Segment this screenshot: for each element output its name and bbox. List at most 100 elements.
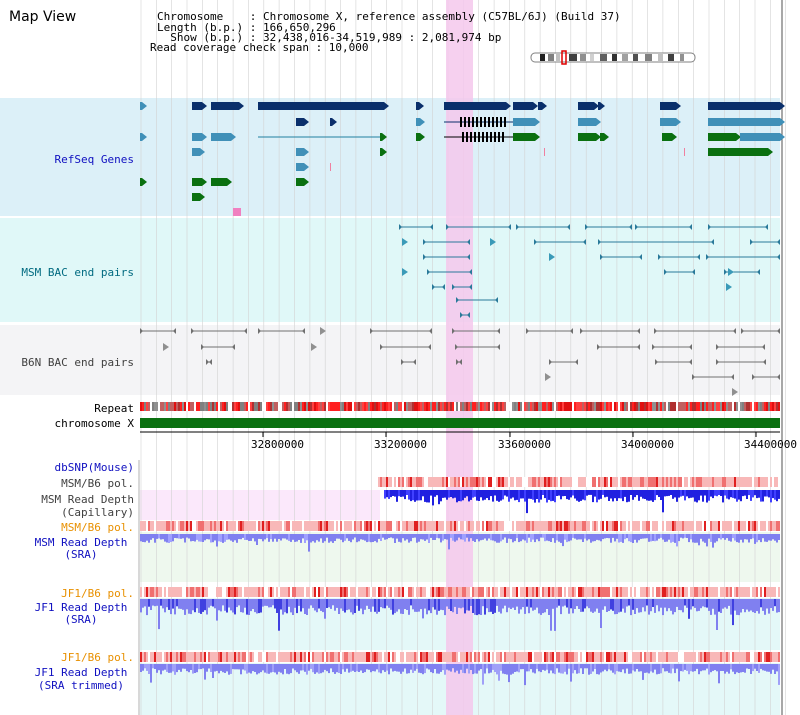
repeat-label[interactable]: Repeat	[94, 402, 134, 415]
msm-b6-pol-cell	[666, 477, 668, 487]
msm-b6-pol-sra-label[interactable]: MSM/B6 pol.	[61, 521, 134, 534]
msm-sra-depth-bar	[480, 534, 482, 541]
msm-sra-depth-bar	[494, 534, 496, 542]
msm-b6-pol-cell	[734, 477, 736, 487]
msm-b6-pol-cell	[488, 477, 490, 487]
msm-sra-depth-bar	[528, 534, 530, 538]
repeat-element	[778, 402, 780, 411]
msm-sra-depth-bar	[262, 534, 264, 542]
jf1-b6-pol-cell	[678, 587, 680, 597]
repeat-element	[658, 402, 660, 411]
jf1-b6-pol-cell	[696, 652, 698, 662]
jf1-b6-pol-cell	[204, 587, 206, 597]
pair-end-marker	[741, 328, 744, 334]
capillary-depth-bar	[640, 490, 642, 497]
msm-b6-pol-cell	[204, 521, 206, 531]
jf1-trimmed-depth-bar	[242, 664, 244, 670]
capillary-depth-bar	[752, 490, 754, 498]
repeat-element	[380, 402, 382, 411]
jf1-read-depth-sra-label[interactable]: JF1 Read Depth	[34, 601, 128, 614]
jf1-sra-depth-bar	[410, 599, 412, 606]
repeat-element	[368, 402, 370, 411]
repeat-element	[154, 402, 156, 411]
jf1-trimmed-depth-bar	[158, 664, 160, 671]
msm-b6-pol-cell	[160, 521, 162, 531]
jf1-b6-pol-cell	[398, 587, 400, 597]
capillary-depth-bar	[530, 490, 532, 499]
msm-sra-depth-bar	[634, 534, 636, 540]
msm-b6-pol-cell	[560, 521, 562, 531]
jf1-read-depth-trimmed-label[interactable]: JF1 Read Depth	[34, 666, 128, 679]
repeat-element	[472, 402, 474, 411]
msm-b6-pol-cell	[490, 477, 492, 487]
gene-mark	[330, 163, 331, 171]
jf1-b6-pol-cell	[728, 652, 730, 662]
msm-b6-pol-cell	[208, 521, 210, 531]
chromosome-label[interactable]: chromosome X	[54, 417, 134, 430]
msm-bac-label[interactable]: MSM BAC end pairs	[21, 266, 134, 279]
jf1-b6-pol-cell	[162, 587, 164, 597]
jf1-b6-pol-cell	[546, 587, 548, 597]
jf1-b6-pol-cell	[250, 587, 252, 597]
pair-end-marker	[637, 344, 640, 350]
repeat-element	[342, 402, 344, 411]
jf1-b6-pol-cell	[638, 587, 640, 597]
pair-end-marker	[442, 284, 445, 290]
msm-b6-pol-cell	[448, 521, 450, 531]
repeat-element	[454, 402, 456, 411]
jf1-b6-pol-cell	[312, 652, 314, 662]
msm-b6-pol-cell	[706, 521, 708, 531]
jf1-sra-depth-bar	[560, 599, 562, 615]
msm-b6-pol-cell	[722, 521, 724, 531]
b6n-bac-label[interactable]: B6N BAC end pairs	[21, 356, 134, 369]
pair-end-marker	[549, 359, 552, 365]
msm-sra-depth-bar	[478, 534, 480, 542]
jf1-b6-pol-trimmed-label[interactable]: JF1/B6 pol.	[61, 651, 134, 664]
msm-b6-pol-cell	[634, 521, 636, 531]
jf1-trimmed-depth-bar	[606, 664, 608, 672]
jf1-sra-depth-bar	[734, 599, 736, 611]
jf1-trimmed-depth-bar	[398, 664, 400, 672]
repeat-element	[722, 402, 724, 411]
jf1-b6-pol-cell	[446, 587, 448, 597]
msm-sra-depth-bar	[162, 534, 164, 540]
msm-b6-pol-capillary-label[interactable]: MSM/B6 pol.	[61, 477, 134, 490]
capillary-depth-bar	[506, 490, 508, 497]
msm-b6-pol-cell	[470, 477, 472, 487]
jf1-trimmed-depth-bar	[370, 664, 372, 673]
jf1-trimmed-depth-bar	[658, 664, 660, 674]
jf1-b6-pol-cell	[456, 652, 458, 662]
msm-sra-depth-bar	[222, 534, 224, 543]
msm-sra-depth-bar	[234, 534, 236, 541]
jf1-b6-pol-cell	[264, 587, 266, 597]
msm-read-depth-sra-label[interactable]: MSM Read Depth	[34, 536, 128, 549]
capillary-depth-bar	[404, 490, 406, 500]
pair-end-marker	[706, 254, 709, 260]
msm-b6-pol-cell	[666, 521, 668, 531]
refseq-genes-label[interactable]: RefSeq Genes	[54, 153, 134, 166]
repeat-element	[336, 402, 338, 411]
msm-sra-depth-bar	[564, 534, 566, 540]
jf1-trimmed-depth-bar	[740, 664, 742, 673]
jf1-b6-pol-cell	[234, 652, 236, 662]
gene-arrow	[780, 133, 785, 141]
jf1-b6-pol-cell	[352, 587, 354, 597]
msm-b6-pol-cell	[644, 477, 646, 487]
msm-sra-depth-bar	[376, 534, 378, 543]
msm-sra-depth-bar	[724, 534, 726, 540]
pair-end-marker	[658, 254, 661, 260]
jf1-b6-pol-sra-label[interactable]: JF1/B6 pol.	[61, 587, 134, 600]
msm-b6-pol-cell	[474, 477, 476, 487]
jf1-b6-pol-cell	[616, 587, 618, 597]
msm-b6-pol-cell	[442, 521, 444, 531]
jf1-b6-pol-cell	[602, 587, 604, 597]
msm-b6-pol-cell	[252, 521, 254, 531]
jf1-b6-pol-cell	[478, 587, 480, 597]
dbsnp-label[interactable]: dbSNP(Mouse)	[54, 461, 134, 474]
msm-read-depth-capillary-label[interactable]: MSM Read Depth	[41, 493, 134, 506]
jf1-trimmed-depth-bar	[240, 664, 242, 675]
jf1-sra-depth-bar	[696, 599, 698, 612]
